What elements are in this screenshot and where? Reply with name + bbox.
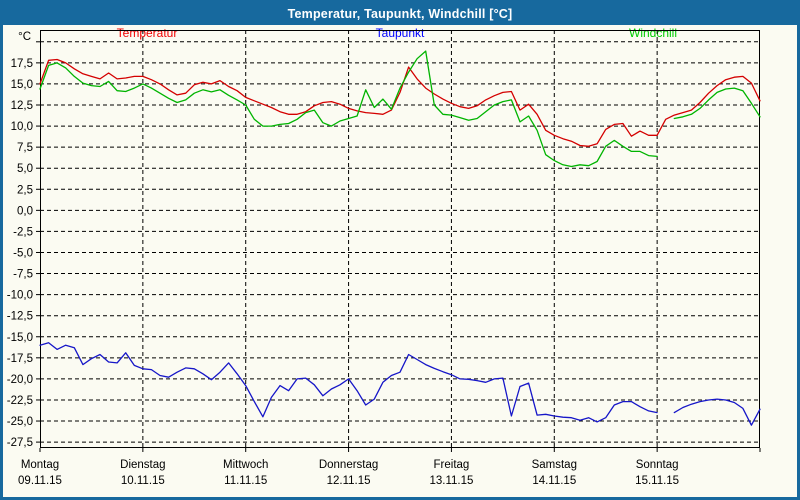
day-name-label: Freitag bbox=[434, 459, 470, 471]
y-tick-label: -25,0 bbox=[7, 416, 33, 428]
day-date-label: 14.11.15 bbox=[532, 475, 576, 487]
y-tick-label: -2,5 bbox=[13, 226, 33, 238]
legend-item-temperatur: Temperatur bbox=[116, 26, 178, 40]
y-tick-label: -15,0 bbox=[7, 332, 33, 344]
y-tick-label: -7,5 bbox=[13, 269, 33, 281]
y-tick-label: -27,5 bbox=[7, 437, 33, 449]
series-windchill-line bbox=[39, 50, 761, 168]
day-date-label: 10.11.15 bbox=[121, 475, 165, 487]
day-name-label: Montag bbox=[21, 459, 59, 471]
legend-item-windchill: Windchill bbox=[628, 26, 678, 40]
day-name-label: Dienstag bbox=[120, 459, 165, 471]
y-tick-label: 0,0 bbox=[17, 205, 33, 217]
chart-canvas: 17,5 15,0 12,5 10,0 7,5 5,0 2,5 0,0 -2,5 -5,0 -7,5… bbox=[7, 30, 761, 487]
day-name-label: Samstag bbox=[532, 459, 577, 471]
day-name-label: Sonntag bbox=[636, 459, 679, 471]
day-date-label: 15.11.15 bbox=[635, 475, 679, 487]
series-temperatur-line bbox=[39, 58, 761, 147]
window-title: Temperatur, Taupunkt, Windchill [°C] bbox=[287, 7, 513, 21]
y-tick-label: 7,5 bbox=[17, 142, 33, 154]
day-name-label: Mittwoch bbox=[223, 459, 268, 471]
day-date-label: 12.11.15 bbox=[327, 475, 371, 487]
day-date-label: 09.11.15 bbox=[18, 475, 62, 487]
y-tick-label: -12,5 bbox=[7, 311, 33, 323]
window-title-bar: Temperatur, Taupunkt, Windchill [°C] bbox=[3, 3, 797, 25]
y-tick-label: -20,0 bbox=[7, 374, 33, 386]
y-tick-label: 17,5 bbox=[11, 58, 33, 70]
y-tick-label: 12,5 bbox=[11, 100, 33, 112]
plot-border bbox=[40, 30, 760, 448]
legend-item-taupunkt: Taupunkt bbox=[375, 26, 425, 40]
y-tick-label: -22,5 bbox=[7, 395, 33, 407]
day-date-label: 13.11.15 bbox=[429, 475, 473, 487]
y-tick-label: 5,0 bbox=[17, 163, 33, 175]
y-tick-label: 10,0 bbox=[11, 121, 33, 133]
y-tick-label: -17,5 bbox=[7, 353, 33, 365]
series-taupunkt-line bbox=[39, 342, 761, 426]
y-tick-label: -10,0 bbox=[7, 290, 33, 302]
day-date-label: 11.11.15 bbox=[224, 475, 267, 487]
y-tick-label: -5,0 bbox=[13, 247, 33, 259]
y-axis-unit-label: °C bbox=[18, 31, 31, 43]
y-tick-label: 2,5 bbox=[17, 184, 33, 196]
y-tick-label: 15,0 bbox=[11, 79, 33, 91]
day-name-label: Donnerstag bbox=[319, 459, 378, 471]
